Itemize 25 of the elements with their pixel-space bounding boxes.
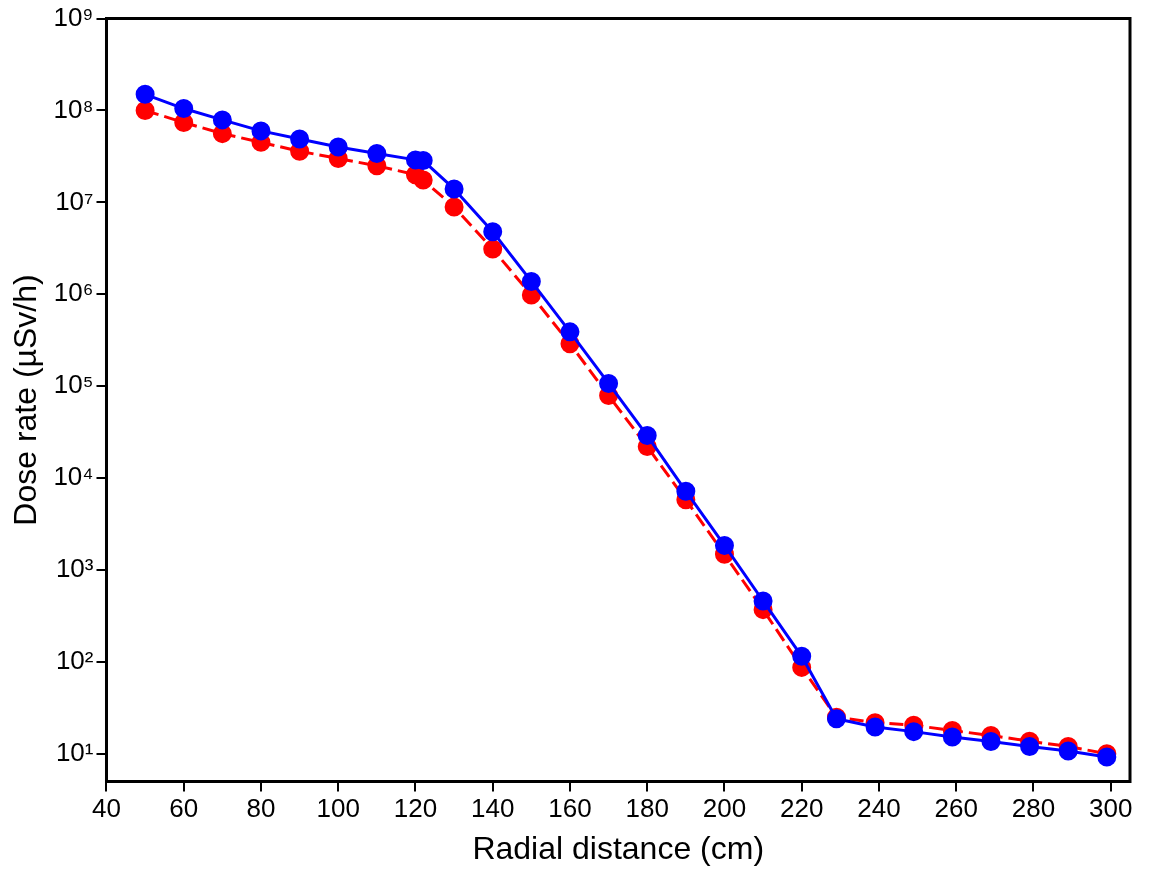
y-axis-title: Dose rate (µSv/h) bbox=[7, 274, 44, 526]
x-tick-label: 180 bbox=[625, 793, 669, 824]
y-tick-label: 10⁵ bbox=[53, 369, 94, 400]
x-tick-label: 280 bbox=[1011, 793, 1056, 824]
y-tick-label: 10⁸ bbox=[53, 93, 94, 124]
x-tick-label: 200 bbox=[702, 793, 747, 824]
x-tick-label: 240 bbox=[857, 793, 901, 824]
x-tick-label: 40 bbox=[92, 793, 121, 824]
x-tick-label: 120 bbox=[393, 793, 438, 824]
x-tick-label: 260 bbox=[934, 793, 978, 824]
y-tick-label: 10⁶ bbox=[53, 277, 94, 308]
x-tick-label: 100 bbox=[316, 793, 360, 824]
y-tick-label: 10⁴ bbox=[53, 461, 94, 492]
x-tick-label: 160 bbox=[548, 793, 592, 824]
x-tick-label: 300 bbox=[1088, 793, 1133, 824]
x-tick-label: 220 bbox=[780, 793, 824, 824]
y-tick-label: 10¹ bbox=[55, 736, 94, 767]
x-tick-label: 60 bbox=[169, 793, 199, 824]
y-tick-label: 10⁷ bbox=[55, 185, 94, 216]
x-tick-label: 140 bbox=[471, 793, 515, 824]
y-tick-label: 10³ bbox=[55, 553, 94, 584]
y-tick-label: 10⁹ bbox=[53, 1, 94, 32]
x-tick-label: 80 bbox=[246, 793, 276, 824]
y-tick-label: 10² bbox=[55, 645, 94, 676]
x-axis-title: Radial distance (cm) bbox=[472, 829, 765, 866]
